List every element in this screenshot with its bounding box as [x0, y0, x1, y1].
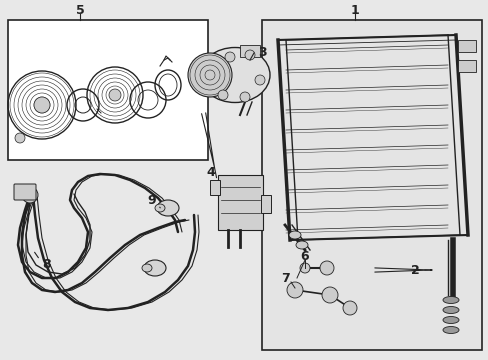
- Circle shape: [224, 52, 235, 62]
- Circle shape: [254, 75, 264, 85]
- Bar: [8, 20, 207, 160]
- Ellipse shape: [288, 231, 301, 239]
- Text: 2: 2: [410, 264, 419, 276]
- Text: 9: 9: [147, 194, 156, 207]
- Circle shape: [22, 187, 38, 203]
- Ellipse shape: [442, 327, 458, 333]
- Text: 3: 3: [258, 46, 266, 59]
- Circle shape: [342, 301, 356, 315]
- Ellipse shape: [200, 48, 269, 103]
- Ellipse shape: [442, 306, 458, 314]
- Text: 8: 8: [42, 258, 51, 271]
- Ellipse shape: [142, 264, 152, 272]
- Circle shape: [218, 90, 227, 100]
- Bar: [218, 175, 263, 230]
- Circle shape: [321, 287, 337, 303]
- Ellipse shape: [442, 297, 458, 303]
- Ellipse shape: [143, 260, 165, 276]
- Ellipse shape: [295, 241, 307, 249]
- Bar: [262, 20, 481, 350]
- Circle shape: [15, 133, 25, 143]
- Circle shape: [240, 92, 249, 102]
- Circle shape: [244, 50, 254, 60]
- Ellipse shape: [155, 204, 164, 212]
- Circle shape: [187, 53, 231, 97]
- Ellipse shape: [157, 200, 179, 216]
- Bar: [240, 45, 260, 57]
- Text: 5: 5: [76, 4, 84, 17]
- Text: 7: 7: [280, 271, 289, 284]
- Ellipse shape: [442, 316, 458, 324]
- Bar: [261, 195, 270, 213]
- Circle shape: [34, 97, 50, 113]
- Text: 4: 4: [206, 166, 215, 179]
- Circle shape: [299, 263, 309, 273]
- Bar: [457, 60, 475, 72]
- Circle shape: [319, 261, 333, 275]
- Circle shape: [286, 282, 303, 298]
- Bar: [457, 40, 475, 52]
- Text: 6: 6: [300, 249, 309, 262]
- Text: 1: 1: [350, 4, 359, 17]
- Circle shape: [109, 89, 121, 101]
- Bar: [209, 180, 220, 195]
- FancyBboxPatch shape: [14, 184, 36, 200]
